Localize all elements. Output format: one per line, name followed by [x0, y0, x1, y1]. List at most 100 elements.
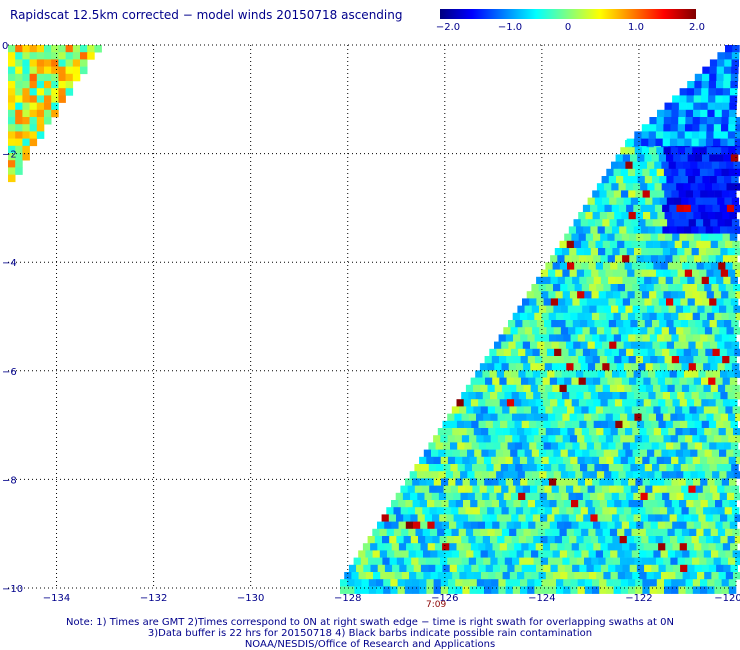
swath-cell [652, 485, 660, 494]
swath-cell [710, 384, 719, 393]
swath-cell [693, 190, 701, 198]
swath-cell [713, 291, 722, 299]
swath-cell [502, 550, 510, 558]
swath-cell [523, 550, 532, 558]
swath-cell [629, 543, 637, 551]
swath-cell [547, 392, 556, 400]
swath-cell [539, 492, 548, 501]
swath-cell [628, 212, 637, 220]
swath-cell [719, 327, 727, 335]
swath-cell [616, 341, 624, 350]
swath-cell [729, 334, 737, 342]
swath-cell [604, 183, 612, 191]
swath-cell [564, 521, 572, 530]
swath-cell [718, 284, 727, 292]
swath-cell [637, 442, 645, 450]
swath-cell [469, 435, 477, 443]
swath-cell [713, 557, 722, 566]
swath-cell [380, 572, 388, 580]
swath-cell [523, 406, 532, 414]
swath-cell [623, 197, 632, 206]
swath-cell [8, 160, 16, 168]
swath-cell [623, 363, 632, 371]
swath-cell [635, 212, 644, 220]
swath-cell [562, 557, 570, 566]
swath-cell [533, 435, 542, 443]
swath-cell [726, 471, 734, 479]
swath-cell [583, 248, 592, 256]
swath-cell [661, 449, 669, 458]
swath-cell [604, 370, 613, 378]
swath-cell [660, 384, 668, 393]
swath-cell [688, 485, 696, 494]
swath-cell [542, 399, 551, 407]
swath-cell [475, 514, 483, 522]
swath-cell [631, 262, 640, 270]
swath-cell [670, 248, 678, 256]
swath-cell [603, 428, 611, 436]
swath-cell [634, 536, 642, 544]
swath-cell [710, 197, 718, 206]
swath-cell [419, 478, 427, 486]
swath-cell [469, 579, 478, 587]
swath-cell [512, 456, 521, 465]
swath-cell [667, 550, 676, 558]
swath-cell [714, 190, 723, 198]
swath-cell [614, 500, 622, 508]
swath-cell [607, 233, 615, 242]
swath-cell [663, 147, 671, 155]
swath-cell [428, 464, 437, 472]
swath-cell [719, 348, 728, 357]
swath-cell [597, 348, 605, 357]
swath-cell [687, 81, 695, 89]
swath-cell [428, 442, 436, 450]
swath-cell [554, 348, 562, 357]
swath-cell [708, 399, 716, 407]
swath-cell [464, 420, 472, 429]
swath-cell [683, 161, 691, 170]
swath-cell [651, 154, 660, 162]
swath-cell [573, 363, 581, 371]
swath-cell [456, 564, 465, 573]
swath-cell [642, 478, 651, 486]
swath-cell [539, 327, 547, 335]
swath-cell [555, 291, 563, 299]
swath-cell [543, 564, 551, 573]
swath-cell [707, 478, 715, 486]
swath-cell [645, 219, 653, 227]
swath-cell [507, 420, 515, 429]
swath-cell [627, 413, 635, 422]
swath-cell [715, 212, 723, 220]
swath-cell [413, 521, 421, 530]
swath-cell [734, 536, 740, 544]
swath-cell [669, 370, 678, 378]
swath-cell [690, 183, 698, 191]
swath-cell [408, 528, 416, 537]
swath-cell [429, 528, 438, 537]
swath-cell [452, 428, 460, 436]
swath-cell [704, 161, 713, 170]
swath-cell [695, 320, 703, 328]
swath-cell [709, 154, 717, 162]
swath-cell [583, 514, 591, 522]
longitude-tick-label: −124 [528, 593, 555, 604]
swath-cell [709, 73, 717, 82]
swath-cell [707, 334, 715, 342]
swath-cell [620, 586, 629, 594]
swath-cell [664, 356, 673, 364]
swath-cell [391, 543, 400, 551]
swath-cell [572, 420, 580, 429]
swath-cell [464, 464, 473, 472]
swath-cell [685, 190, 694, 198]
swath-cell [8, 45, 16, 53]
swath-cell [589, 428, 597, 436]
swath-cell [511, 514, 519, 522]
swath-cell [44, 88, 52, 96]
swath-cell [728, 168, 737, 177]
swath-cell [481, 471, 490, 479]
swath-cell [8, 124, 16, 132]
swath-cell [548, 456, 557, 465]
swath-cell [730, 88, 738, 96]
swath-cell [710, 240, 719, 249]
swath-cell [721, 456, 729, 465]
